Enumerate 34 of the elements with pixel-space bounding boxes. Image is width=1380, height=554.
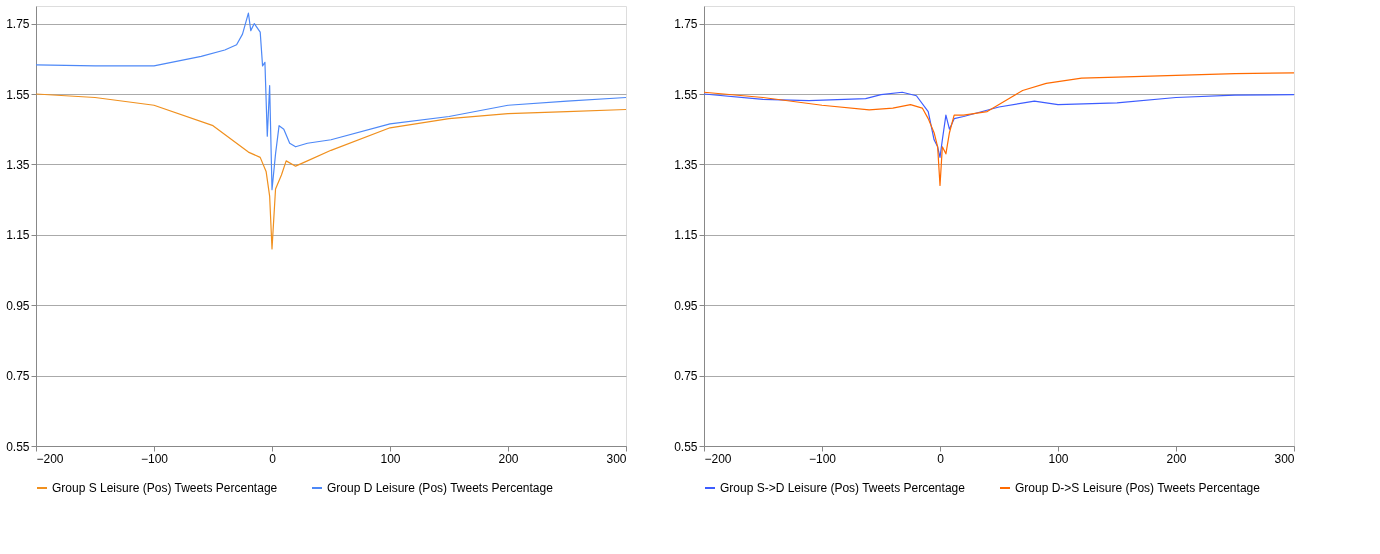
y-tick-label: 0.95: [674, 298, 698, 313]
x-tick-label: −200: [36, 451, 64, 466]
line-series: [703, 91, 1295, 158]
y-tick-label: 1.75: [674, 17, 698, 32]
y-tick-label: 0.55: [674, 439, 698, 454]
legend-label: Group S->D Leisure (Pos) Tweets Percentage: [720, 481, 966, 495]
x-tick-label: −200: [704, 451, 732, 466]
y-tick-label: 1.15: [674, 228, 698, 243]
y-tick-label: 0.75: [674, 369, 698, 384]
x-tick-label: −100: [140, 451, 169, 466]
y-tick-label: 0.75: [6, 369, 30, 384]
legend-label: Group D Leisure (Pos) Tweets Percentage: [327, 481, 554, 495]
y-tick-label: 1.35: [6, 157, 30, 172]
y-tick-label: 1.55: [674, 87, 698, 102]
y-tick-label: 1.75: [6, 17, 30, 32]
x-tick-label: 300: [1274, 451, 1295, 466]
x-tick-label: 200: [498, 451, 519, 466]
x-tick-label: 200: [1166, 451, 1187, 466]
line-series: [35, 93, 627, 250]
y-tick-label: 1.35: [674, 157, 698, 172]
x-tick-label: −100: [808, 451, 837, 466]
y-tick-label: 0.95: [6, 298, 30, 313]
y-tick-label: 0.55: [6, 439, 30, 454]
x-tick-label: 300: [606, 451, 627, 466]
x-tick-label: 0: [269, 451, 277, 466]
y-tick-label: 1.55: [6, 87, 30, 102]
legend-label: Group S Leisure (Pos) Tweets Percentage: [52, 481, 278, 495]
line-series: [703, 72, 1295, 187]
x-tick-label: 100: [1048, 451, 1069, 466]
x-tick-label: 0: [937, 451, 945, 466]
x-tick-label: 100: [380, 451, 401, 466]
line-series: [35, 12, 627, 191]
legend-label: Group D->S Leisure (Pos) Tweets Percentage: [1015, 481, 1261, 495]
y-tick-label: 1.15: [6, 228, 30, 243]
